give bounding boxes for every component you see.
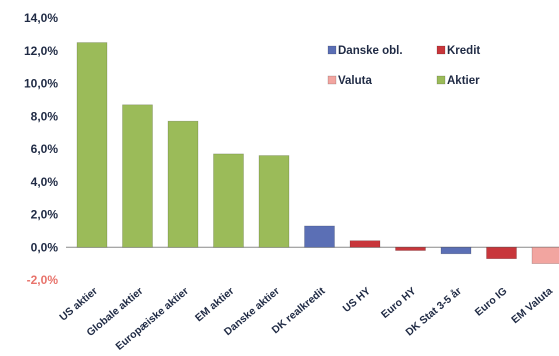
y-tick-label: 4,0% [31, 175, 59, 189]
bar [122, 104, 153, 248]
bar [486, 246, 517, 260]
bar [395, 246, 426, 251]
legend-label: Kredit [447, 45, 480, 57]
x-tick-label: Euro IG [473, 285, 510, 319]
x-tick-label: EM aktier [193, 285, 236, 324]
y-tick-label: -2,0% [27, 273, 59, 287]
legend-swatch [436, 45, 446, 55]
y-tick-label: 6,0% [31, 142, 59, 156]
y-axis: 14,0% 12,0% 10,0% 8,0% 6,0% 4,0% 2,0% 0,0% -2,0% [24, 11, 58, 287]
legend-swatch [327, 75, 337, 85]
y-tick-label: 2,0% [31, 208, 59, 222]
legend-label: Valuta [338, 75, 372, 87]
bar [349, 240, 381, 248]
legend: Danske obl. Kredit Valuta Aktier [327, 45, 480, 87]
bar [304, 225, 335, 248]
y-tick-label: 0,0% [31, 240, 59, 254]
bar [213, 153, 244, 248]
legend-swatch [327, 45, 337, 55]
bar [76, 42, 108, 248]
x-tick-label: US aktier [57, 285, 100, 323]
x-tick-label: US HY [341, 285, 373, 315]
x-tick-label: EM Valuta [509, 285, 555, 326]
x-tick-label: Euro HY [379, 285, 418, 321]
bar [258, 155, 290, 248]
y-tick-label: 10,0% [24, 77, 58, 91]
y-tick-label: 12,0% [24, 44, 58, 58]
bar [167, 120, 199, 248]
y-tick-label: 14,0% [24, 11, 58, 25]
bar [531, 246, 559, 264]
legend-swatch [436, 75, 446, 85]
legend-label: Aktier [447, 75, 480, 87]
bar [440, 246, 472, 255]
bars-group [76, 42, 559, 264]
legend-label: Danske obl. [338, 45, 403, 57]
y-tick-label: 8,0% [31, 109, 59, 123]
